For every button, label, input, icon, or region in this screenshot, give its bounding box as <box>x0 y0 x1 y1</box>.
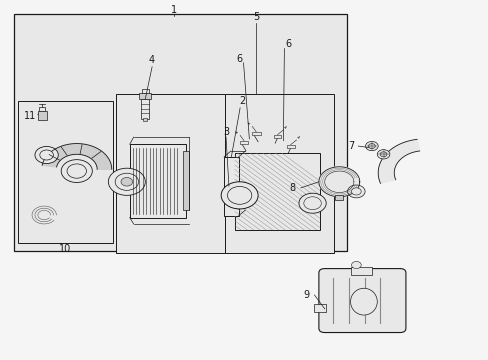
Text: 9: 9 <box>303 290 309 300</box>
Text: 6: 6 <box>236 54 242 64</box>
Bar <box>143 118 147 121</box>
Bar <box>335 195 343 201</box>
Text: 4: 4 <box>149 55 155 65</box>
Text: 10: 10 <box>59 244 71 253</box>
FancyBboxPatch shape <box>318 269 405 333</box>
Circle shape <box>108 168 145 195</box>
Bar <box>142 89 148 93</box>
Circle shape <box>376 150 389 159</box>
Circle shape <box>61 159 92 183</box>
Circle shape <box>298 193 325 213</box>
Circle shape <box>40 150 53 160</box>
Circle shape <box>227 186 251 204</box>
Circle shape <box>368 144 374 149</box>
Text: 2: 2 <box>239 96 245 107</box>
Circle shape <box>365 141 377 151</box>
Text: 5: 5 <box>252 13 259 22</box>
Bar <box>224 157 238 216</box>
Bar <box>141 99 149 118</box>
Bar <box>129 144 185 217</box>
Bar <box>234 153 319 230</box>
Polygon shape <box>318 167 359 197</box>
Bar <box>350 267 371 275</box>
Text: 8: 8 <box>288 183 295 193</box>
Text: 3: 3 <box>223 127 228 137</box>
Circle shape <box>115 173 138 190</box>
Bar <box>38 111 46 120</box>
Polygon shape <box>42 144 112 169</box>
Bar <box>14 14 346 251</box>
Bar <box>286 145 294 148</box>
Bar <box>313 304 325 312</box>
Bar <box>251 132 260 135</box>
Circle shape <box>347 185 365 198</box>
Circle shape <box>221 182 258 209</box>
Text: 1: 1 <box>171 5 177 15</box>
Circle shape <box>303 197 321 210</box>
Text: 11: 11 <box>23 111 36 121</box>
Bar <box>273 135 281 138</box>
Circle shape <box>67 164 86 178</box>
Bar <box>116 94 224 253</box>
Bar <box>19 102 113 243</box>
FancyArrowPatch shape <box>247 123 249 125</box>
Circle shape <box>351 188 361 195</box>
Bar <box>39 108 45 111</box>
Bar <box>224 94 334 253</box>
Bar <box>139 93 151 99</box>
Text: 7: 7 <box>347 141 354 151</box>
Circle shape <box>121 177 132 186</box>
Circle shape <box>351 261 361 269</box>
Circle shape <box>35 147 58 163</box>
Text: 6: 6 <box>285 39 291 49</box>
Polygon shape <box>377 139 419 183</box>
FancyArrowPatch shape <box>297 137 299 139</box>
Bar <box>239 141 248 144</box>
Bar <box>183 152 189 210</box>
FancyArrowPatch shape <box>284 127 285 129</box>
Ellipse shape <box>350 288 377 315</box>
Circle shape <box>379 152 386 157</box>
FancyArrowPatch shape <box>235 132 237 134</box>
